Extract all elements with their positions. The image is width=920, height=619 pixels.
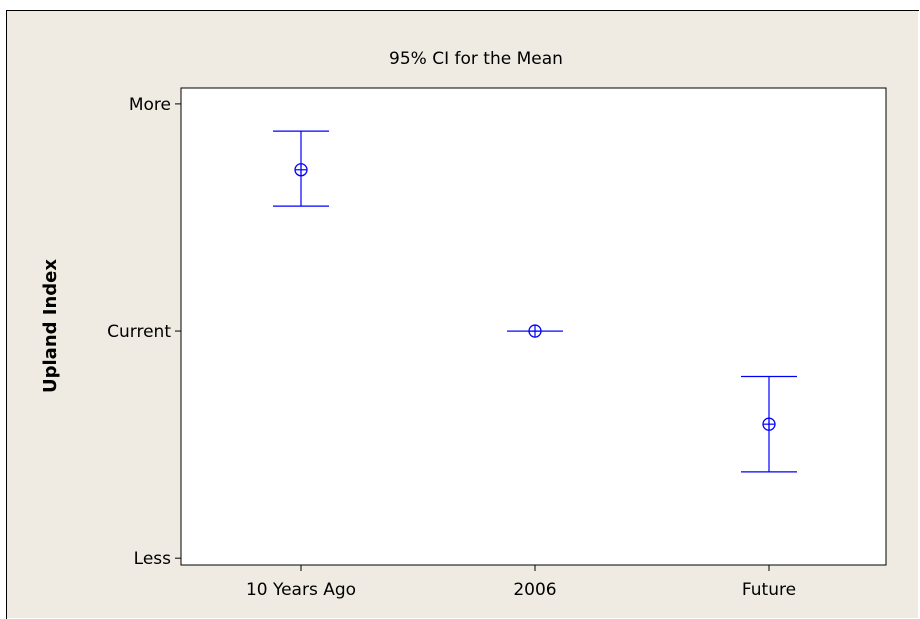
ci-interval — [507, 324, 563, 338]
y-tick-label: More — [129, 95, 171, 115]
chart-title: 95% CI for the Mean — [389, 49, 563, 69]
plot-area — [180, 87, 887, 566]
y-axis: More Current Less — [107, 95, 181, 569]
ci-interval — [741, 375, 797, 473]
x-tick-label: 2006 — [513, 580, 556, 600]
y-axis-label: Upland Index — [40, 259, 61, 393]
y-tick-label: Less — [134, 549, 171, 569]
ci-interval — [273, 130, 329, 207]
x-tick-label: Future — [742, 580, 796, 600]
ci-marks — [273, 130, 797, 473]
x-axis: 10 Years Ago 2006 Future — [246, 565, 796, 600]
chart-frame — [6, 10, 919, 619]
x-tick-label: 10 Years Ago — [246, 580, 356, 600]
y-tick-label: Current — [107, 322, 171, 342]
